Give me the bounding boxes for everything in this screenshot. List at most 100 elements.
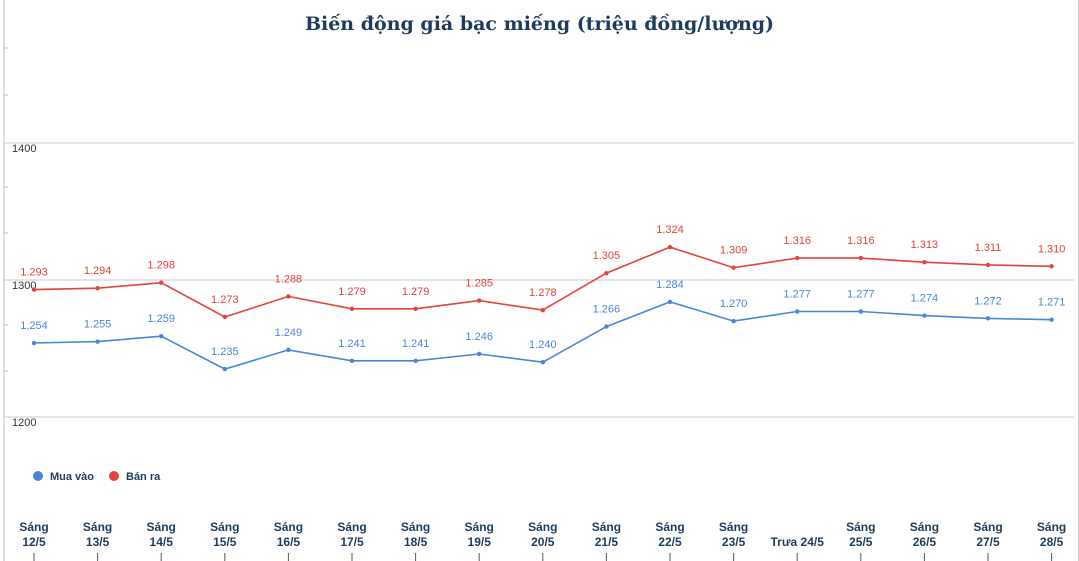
x-tick-label: 22/5 xyxy=(658,535,682,549)
x-tick-label: Sáng xyxy=(19,520,48,534)
data-label: 1.285 xyxy=(465,278,493,290)
x-tick-label: 15/5 xyxy=(213,535,237,549)
data-label: 1.324 xyxy=(656,224,684,236)
data-point xyxy=(349,306,355,311)
x-tick-label: 14/5 xyxy=(150,535,174,549)
data-point xyxy=(858,309,863,314)
x-tick-label: Sáng xyxy=(210,520,239,534)
data-point xyxy=(477,298,482,303)
data-point xyxy=(604,270,609,276)
x-tick-label: Sáng xyxy=(528,520,557,534)
data-label: 1.266 xyxy=(593,304,621,316)
x-tick-label: Sáng xyxy=(592,520,621,534)
data-point xyxy=(731,265,736,270)
data-point xyxy=(540,360,545,365)
data-point xyxy=(731,318,736,324)
data-label: 1.254 xyxy=(20,320,48,332)
data-point xyxy=(286,347,291,353)
data-point xyxy=(95,286,100,291)
data-label: 1.255 xyxy=(84,319,112,331)
data-label: 1.293 xyxy=(20,267,48,279)
data-point xyxy=(985,316,991,321)
series-line xyxy=(33,246,1052,318)
x-tick-label: 27/5 xyxy=(976,535,1000,549)
data-label: 1.271 xyxy=(1038,297,1066,309)
data-point xyxy=(922,259,927,265)
y-tick-label: 1400 xyxy=(12,143,36,155)
data-label: 1.316 xyxy=(783,235,811,247)
x-axis-categories: Sáng12/5Sáng13/5Sáng14/5Sáng15/5Sáng16/5… xyxy=(19,520,1066,561)
data-point xyxy=(477,351,482,357)
x-tick-label: Sáng xyxy=(655,520,684,534)
x-tick-label: Trưa 24/5 xyxy=(771,535,825,549)
data-label: 1.241 xyxy=(402,338,430,350)
x-tick-label: Sáng xyxy=(274,520,303,534)
data-label: 1.249 xyxy=(275,327,303,339)
data-point xyxy=(1049,317,1054,322)
x-tick-label: 18/5 xyxy=(404,535,428,549)
data-label: 1.279 xyxy=(338,286,366,298)
chart-title: Biến động giá bạc miếng (triệu đồng/lượn… xyxy=(304,13,775,35)
data-label: 1.259 xyxy=(147,313,175,325)
x-tick-label: Sáng xyxy=(401,520,430,534)
data-point xyxy=(95,339,100,344)
x-tick-label: 25/5 xyxy=(849,535,873,549)
x-tick-label: Sáng xyxy=(147,520,176,534)
legend-marker xyxy=(109,471,119,481)
x-tick-label: 13/5 xyxy=(86,535,110,549)
x-tick-label: Sáng xyxy=(465,520,494,534)
data-point xyxy=(604,324,609,329)
y-axis-ticks: 1200 1300 1400 xyxy=(12,143,36,429)
data-point xyxy=(286,294,291,299)
y-tick-label: 1200 xyxy=(12,417,36,429)
x-tick-label: 17/5 xyxy=(340,535,364,549)
x-tick-label: 20/5 xyxy=(531,535,555,549)
x-tick-label: Sáng xyxy=(1037,520,1066,534)
x-tick-label: 16/5 xyxy=(277,535,301,549)
data-label: 1.310 xyxy=(1038,243,1066,255)
data-point xyxy=(922,313,927,318)
data-label: 1.270 xyxy=(720,298,748,310)
grid-lines xyxy=(3,0,1074,561)
x-tick-label: Sáng xyxy=(337,520,366,534)
data-point xyxy=(413,358,418,364)
data-point xyxy=(222,366,227,372)
x-tick-label: Sáng xyxy=(719,520,748,534)
data-point xyxy=(667,299,673,305)
x-tick-label: Sáng xyxy=(973,520,1002,534)
legend: Mua vào Bán ra xyxy=(33,471,161,483)
data-label: 1.240 xyxy=(529,339,557,351)
data-point xyxy=(540,307,545,313)
x-tick-label: 12/5 xyxy=(22,535,46,549)
data-point xyxy=(1049,264,1054,269)
data-point xyxy=(31,340,37,346)
data-label: 1.288 xyxy=(275,273,303,285)
data-label: 1.311 xyxy=(975,242,1002,254)
x-tick-label: Sáng xyxy=(910,520,939,534)
x-tick-label: 19/5 xyxy=(468,535,492,549)
data-label: 1.241 xyxy=(338,338,366,350)
data-point xyxy=(222,314,227,320)
x-tick-label: Sáng xyxy=(846,520,875,534)
data-label: 1.272 xyxy=(974,295,1002,307)
data-label: 1.277 xyxy=(783,289,811,301)
data-label: 1.277 xyxy=(847,289,875,301)
data-label: 1.278 xyxy=(529,287,557,299)
data-label: 1.316 xyxy=(847,235,875,247)
data-point xyxy=(985,262,991,268)
data-label: 1.273 xyxy=(211,294,239,306)
data-label: 1.309 xyxy=(720,245,748,257)
data-label: 1.274 xyxy=(911,293,939,305)
data-label: 1.305 xyxy=(593,250,621,262)
data-point xyxy=(349,358,355,364)
data-label: 1.279 xyxy=(402,286,430,298)
data-point xyxy=(795,255,800,261)
data-label: 1.294 xyxy=(84,265,112,277)
legend-marker xyxy=(33,471,43,481)
data-point xyxy=(413,306,418,311)
x-tick-label: 23/5 xyxy=(722,535,746,549)
x-tick-label: 28/5 xyxy=(1040,535,1064,549)
data-point xyxy=(795,309,800,314)
x-tick-label: 21/5 xyxy=(595,535,619,549)
